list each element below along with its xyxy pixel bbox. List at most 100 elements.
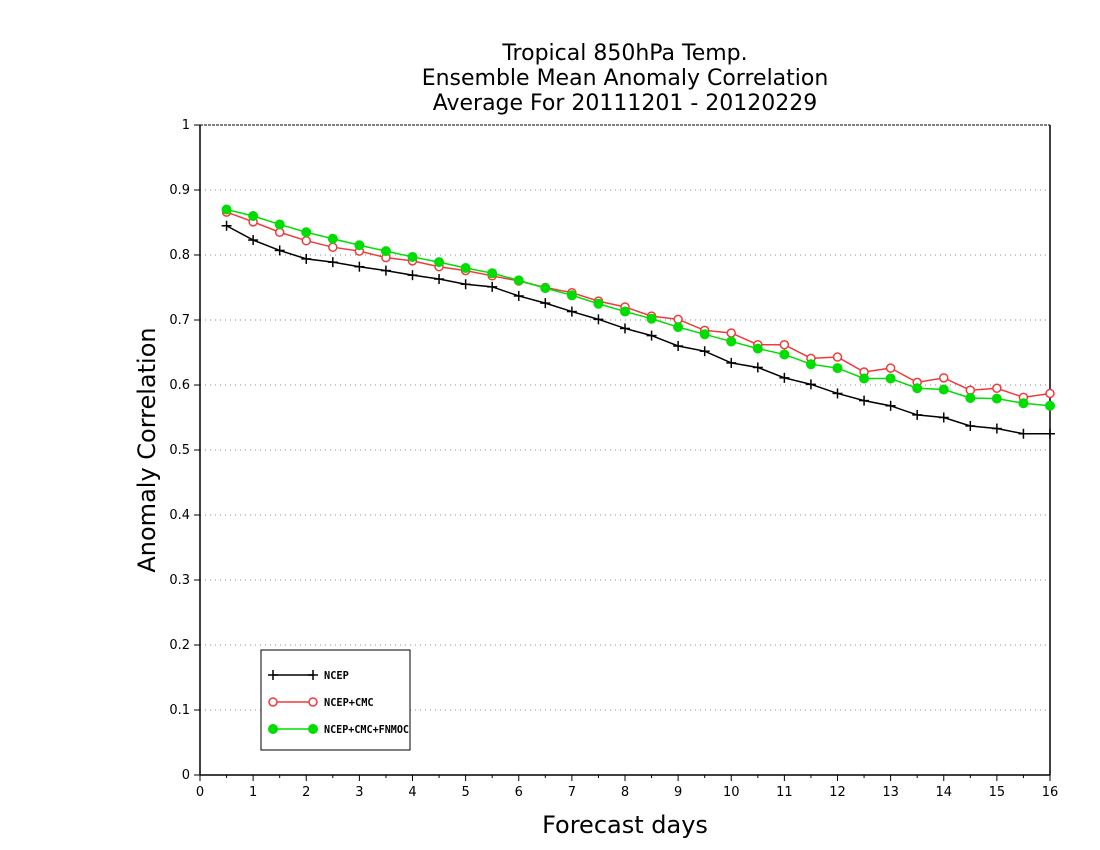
data-point [434, 274, 445, 285]
data-point [992, 383, 1002, 393]
y-tick-label: 0.5 [169, 443, 190, 458]
data-point [540, 283, 551, 294]
x-axis-title: Forecast days [542, 811, 708, 839]
x-tick-label: 8 [621, 785, 629, 800]
data-point [965, 420, 976, 431]
data-point [646, 313, 657, 324]
data-point [301, 235, 311, 246]
y-axis-title: Anomaly Correlation [133, 327, 161, 572]
data-point [779, 349, 790, 360]
x-tick-label: 5 [461, 785, 469, 800]
filled-circle-marker [268, 724, 278, 734]
data-point [407, 270, 418, 281]
legend-box [260, 649, 411, 751]
data-point [752, 343, 763, 354]
data-point [752, 362, 763, 373]
data-point [699, 329, 710, 340]
y-tick-label: 0 [182, 768, 190, 783]
axes: 00.10.20.30.40.50.60.70.80.910 1 2 3 4 5 6 7 8 9 1… [169, 118, 1058, 800]
x-tick-label: 11 [776, 785, 793, 800]
data-point [832, 352, 843, 362]
data-point [593, 298, 604, 309]
x-tick-label: 13 [882, 785, 899, 800]
legend-item: NCEP+CMC+FNMOC [268, 723, 409, 736]
data-point [301, 253, 312, 264]
data-point [566, 290, 577, 301]
x-tick-label: 15 [989, 785, 1006, 800]
data-point [673, 322, 684, 333]
data-point [726, 328, 736, 338]
filled-circle-marker [308, 724, 318, 734]
x-tick-label: 2 [302, 785, 310, 800]
data-point [620, 306, 630, 317]
x-tick-label: 6 [515, 785, 523, 800]
y-tick-label: 0.6 [169, 378, 190, 393]
data-point [487, 268, 498, 279]
legend-label: NCEP+CMC [324, 696, 374, 709]
data-point [673, 341, 684, 351]
data-point [327, 257, 338, 268]
x-tick-label: 16 [1042, 785, 1059, 800]
data-point [301, 227, 312, 238]
data-point [859, 373, 870, 384]
chart-title: Tropical 850hPa Temp. Ensemble Mean Anom… [422, 41, 829, 116]
data-point [1045, 400, 1055, 411]
x-tick-label: 14 [935, 785, 952, 800]
title-line-3: Average For 20111201 - 20120229 [433, 91, 818, 116]
data-point [965, 393, 976, 403]
data-point [327, 233, 338, 244]
legend-item: NCEP [268, 669, 349, 682]
data-point [328, 242, 338, 252]
data-point [991, 423, 1002, 434]
data-point [274, 219, 285, 230]
title-line-2: Ensemble Mean Anomaly Correlation [422, 66, 829, 91]
data-point [726, 336, 737, 347]
data-point [859, 395, 870, 406]
data-point [620, 323, 630, 334]
data-point [699, 346, 710, 357]
data-point [938, 412, 949, 423]
legend-label: NCEP [324, 669, 349, 682]
data-point [380, 265, 391, 276]
data-point [939, 373, 949, 383]
data-point [912, 383, 923, 394]
data-point [566, 306, 577, 317]
data-point [434, 257, 445, 268]
data-point [248, 235, 259, 246]
data-point [460, 279, 471, 290]
data-point [1018, 398, 1029, 409]
series-group [221, 204, 1055, 439]
series-line [226, 225, 1050, 435]
series-ncep-cmc [221, 207, 1055, 403]
data-point [407, 251, 418, 262]
data-point [380, 246, 391, 257]
data-point [805, 359, 816, 370]
data-point [832, 388, 843, 399]
data-point [248, 211, 259, 221]
data-point [221, 204, 232, 215]
x-tick-label: 9 [674, 785, 682, 800]
data-point [726, 357, 737, 368]
data-point [885, 400, 896, 411]
plus-marker [308, 670, 318, 680]
x-tick-label: 7 [568, 785, 576, 800]
series-line [226, 211, 1051, 399]
data-point [1045, 428, 1055, 439]
series-line [226, 208, 1051, 407]
title-line-1: Tropical 850hPa Temp. [501, 41, 747, 66]
y-tick-label: 0.3 [169, 573, 190, 588]
y-tick-label: 0.2 [169, 638, 190, 653]
data-point [832, 363, 843, 374]
y-tick-label: 0.7 [169, 313, 190, 328]
y-tick-label: 0.9 [169, 183, 190, 198]
data-point [513, 275, 524, 286]
y-tick-label: 0.4 [169, 508, 190, 523]
x-tick-label: 0 [196, 785, 204, 800]
open-circle-marker [268, 697, 278, 707]
y-tick-label: 0.8 [169, 248, 190, 263]
data-point [885, 363, 896, 373]
plus-marker [268, 670, 278, 680]
series-ncep-cmc-fnmoc [221, 204, 1055, 411]
open-circle-marker [308, 697, 318, 707]
